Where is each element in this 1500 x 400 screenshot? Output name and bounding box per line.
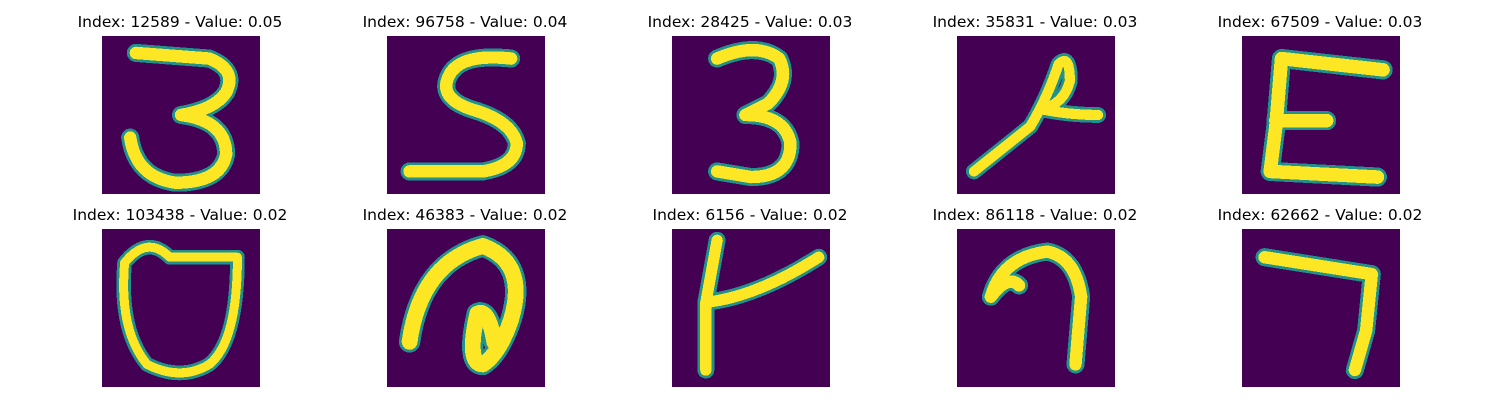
- image-cell-2: Index: 96758 - Value: 0.04: [325, 12, 605, 194]
- panel-title: Index: 96758 - Value: 0.04: [362, 13, 568, 31]
- digit-image: [102, 36, 260, 194]
- image-cell-1: Index: 12589 - Value: 0.05: [40, 12, 320, 194]
- image-cell-7: Index: 46383 - Value: 0.02: [325, 205, 605, 387]
- digit-image: [957, 229, 1115, 387]
- image-cell-8: Index: 6156 - Value: 0.02: [610, 205, 890, 387]
- digit-image: [1242, 36, 1400, 194]
- digit-image: [387, 36, 545, 194]
- image-cell-5: Index: 67509 - Value: 0.03: [1180, 12, 1460, 194]
- panel-title: Index: 28425 - Value: 0.03: [647, 13, 853, 31]
- digit-image: [672, 36, 830, 194]
- panel-title: Index: 86118 - Value: 0.02: [932, 206, 1138, 224]
- panel-title: Index: 35831 - Value: 0.03: [932, 13, 1138, 31]
- digit-image: [387, 229, 545, 387]
- panel-title: Index: 62662 - Value: 0.02: [1217, 206, 1423, 224]
- image-cell-9: Index: 86118 - Value: 0.02: [895, 205, 1175, 387]
- image-cell-6: Index: 103438 - Value: 0.02: [40, 205, 320, 387]
- digit-image: [102, 229, 260, 387]
- panel-title: Index: 67509 - Value: 0.03: [1217, 13, 1423, 31]
- panel-title: Index: 46383 - Value: 0.02: [362, 206, 568, 224]
- image-cell-10: Index: 62662 - Value: 0.02: [1180, 205, 1460, 387]
- panel-title: Index: 103438 - Value: 0.02: [72, 206, 288, 224]
- panel-title: Index: 12589 - Value: 0.05: [77, 13, 283, 31]
- digit-image: [957, 36, 1115, 194]
- digit-image: [1242, 229, 1400, 387]
- image-cell-4: Index: 35831 - Value: 0.03: [895, 12, 1175, 194]
- digit-image: [672, 229, 830, 387]
- image-cell-3: Index: 28425 - Value: 0.03: [610, 12, 890, 194]
- panel-title: Index: 6156 - Value: 0.02: [652, 206, 848, 224]
